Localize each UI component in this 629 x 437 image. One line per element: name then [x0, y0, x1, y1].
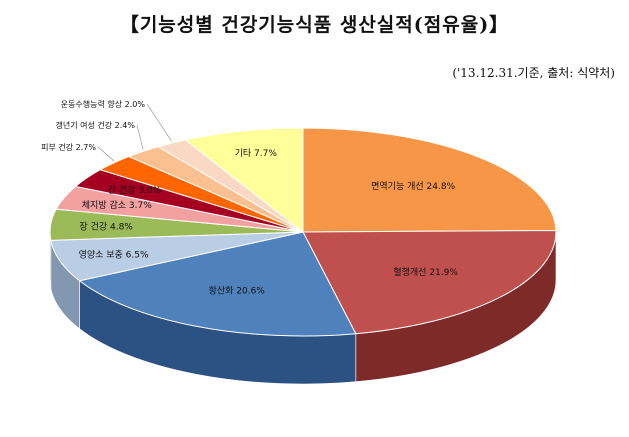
- slice-label-갱년기-여성-건강: 갱년기 여성 건강 2.4%: [56, 120, 136, 130]
- slice-label-운동수행능력-향상: 운동수행능력 향상 2.0%: [61, 99, 146, 109]
- slice-기타: [184, 127, 304, 234]
- leader-line-운동수행능력-향상: [146, 103, 172, 142]
- slice-label-항산화: 항산화 20.6%: [209, 285, 266, 296]
- slice-label-간-건강: 간 건강 3.0%: [108, 185, 162, 196]
- slice-면역기능-개선: [302, 127, 557, 233]
- chart-title: 【기능성별 건강기능식품 생산실적(점유율)】: [119, 14, 510, 36]
- slice-항산화: [78, 231, 357, 337]
- slice-label-영양소-보충: 영양소 보충 6.5%: [79, 250, 149, 261]
- leader-line-피부-건강: [97, 146, 115, 162]
- slice-label-체지방-감소: 체지방 감소 3.7%: [82, 199, 152, 211]
- chart-subtitle: ('13.12.31.기준, 출처: 식약처): [452, 66, 615, 80]
- slice-label-장-건강: 장 건강 4.8%: [79, 221, 133, 232]
- leader-line-갱년기-여성-건강: [136, 124, 144, 150]
- slice-label-혈행개선: 혈행개선 21.9%: [393, 266, 458, 278]
- slice-label-피부-건강: 피부 건강 2.7%: [41, 142, 96, 152]
- slice-label-기타: 기타 7.7%: [235, 148, 278, 159]
- slice-혈행개선: [302, 230, 557, 335]
- slice-label-면역기능-개선: 면역기능 개선 24.8%: [371, 181, 455, 192]
